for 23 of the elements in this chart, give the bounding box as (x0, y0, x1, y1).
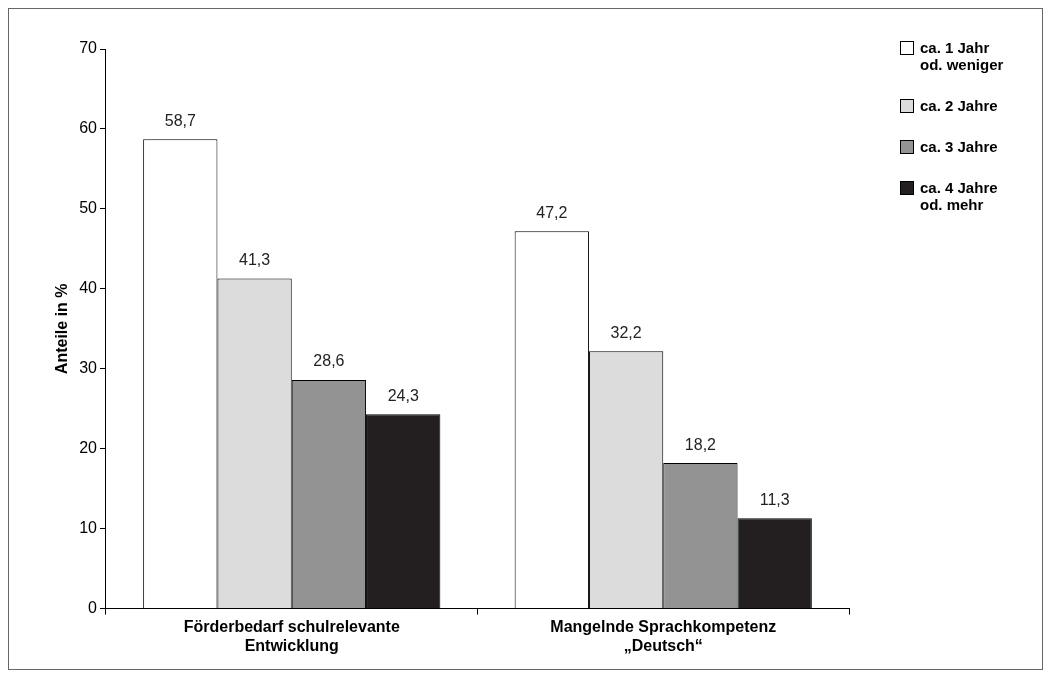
y-axis-title: Anteile in % (53, 283, 71, 375)
text: ca. 1 Jahr od. weniger (920, 39, 1005, 73)
y-tick-label: 70 (79, 39, 98, 57)
data-label: 24,3 (387, 386, 419, 404)
data-label: 58,7 (164, 111, 196, 129)
y-tick-label: 0 (88, 599, 98, 617)
x-tick-label: Förderbedarf schulrelevante Entwicklung (183, 617, 400, 654)
legend-label: ca. 2 Jahre (920, 97, 998, 114)
data-label: 32,2 (610, 323, 642, 341)
data-label: 18,2 (684, 435, 717, 453)
y-tick-label: 20 (79, 439, 98, 457)
y-tick-label: 30 (79, 359, 98, 377)
y-tick-label: 60 (79, 119, 98, 137)
y-tick-label: 10 (79, 519, 98, 537)
legend-label: ca. 3 Jahre (920, 138, 998, 155)
x-tick-label: Mangelnde Sprachkompetenz „Deutsch“ (550, 617, 777, 654)
y-tick-label: 40 (79, 279, 98, 297)
legend-label: ca. 4 Jahre od. mehr (920, 179, 999, 213)
data-label: 41,3 (239, 250, 271, 268)
data-label: 28,6 (313, 352, 345, 370)
y-tick-label: 50 (79, 199, 98, 217)
data-label: 47,2 (536, 203, 568, 221)
data-label: 11,3 (759, 490, 790, 508)
